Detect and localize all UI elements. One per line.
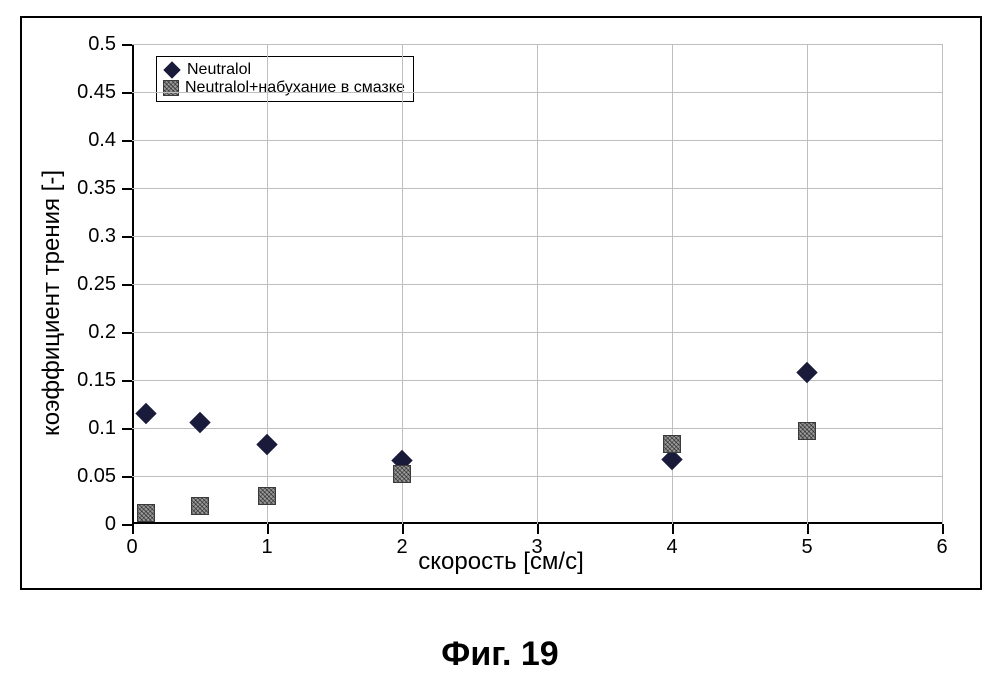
x-tick-label: 6 (936, 536, 947, 559)
marker-diamond (795, 361, 819, 390)
figure-caption: Фиг. 19 (441, 635, 558, 674)
x-tick-mark (942, 524, 944, 534)
y-axis-label: коэффициент трения [-] (38, 170, 66, 436)
y-tick-label: 0.35 (77, 177, 116, 200)
chart-frame: коэффициент трения [-] Neutralol Neutral… (20, 16, 982, 590)
y-tick-label: 0.15 (77, 369, 116, 392)
x-tick-label: 5 (801, 536, 812, 559)
marker-square-textured (798, 422, 816, 440)
y-tick-mark (122, 524, 132, 526)
y-tick-label: 0.25 (77, 273, 116, 296)
x-axis-label-text: скорость [см/с] (418, 548, 583, 575)
x-axis-label: скорость [см/с] (418, 548, 583, 576)
diamond-icon (163, 61, 181, 79)
marker-square-textured (191, 497, 209, 515)
y-tick-mark (122, 44, 132, 46)
y-tick-mark (122, 380, 132, 382)
marker-square-textured (137, 504, 155, 522)
plot-area: Neutralol Neutralol+набухание в смазке 0… (132, 44, 942, 524)
x-tick-label: 4 (666, 536, 677, 559)
y-tick-label: 0 (105, 513, 116, 536)
y-tick-mark (122, 188, 132, 190)
y-axis-label-text: коэффициент трения [-] (38, 170, 65, 436)
legend: Neutralol Neutralol+набухание в смазке (156, 56, 414, 102)
marker-square-textured (663, 435, 681, 453)
gridline-vertical (942, 44, 943, 524)
y-tick-mark (122, 284, 132, 286)
y-tick-label: 0.3 (88, 225, 116, 248)
y-tick-label: 0.5 (88, 33, 116, 56)
y-tick-mark (122, 236, 132, 238)
y-tick-label: 0.45 (77, 81, 116, 104)
x-tick-label: 0 (126, 536, 137, 559)
legend-item-neutralol-swollen: Neutralol+набухание в смазке (163, 79, 405, 97)
marker-square-textured (393, 465, 411, 483)
gridline-vertical (537, 44, 538, 524)
y-tick-mark (122, 92, 132, 94)
y-tick-mark (122, 140, 132, 142)
y-tick-mark (122, 476, 132, 478)
x-tick-mark (267, 524, 269, 534)
square-textured-icon (163, 80, 179, 96)
page: коэффициент трения [-] Neutralol Neutral… (0, 0, 1000, 688)
y-tick-mark (122, 332, 132, 334)
legend-item-neutralol: Neutralol (163, 61, 405, 79)
gridline-vertical (807, 44, 808, 524)
x-tick-label: 2 (396, 536, 407, 559)
y-tick-label: 0.1 (88, 417, 116, 440)
x-tick-mark (807, 524, 809, 534)
figure-caption-text: Фиг. 19 (441, 635, 558, 673)
marker-diamond (255, 433, 279, 462)
y-tick-label: 0.2 (88, 321, 116, 344)
marker-diamond (188, 411, 212, 440)
marker-square-textured (258, 487, 276, 505)
y-tick-label: 0.05 (77, 465, 116, 488)
y-tick-mark (122, 428, 132, 430)
x-tick-mark (402, 524, 404, 534)
x-tick-mark (537, 524, 539, 534)
y-tick-label: 0.4 (88, 129, 116, 152)
x-tick-mark (672, 524, 674, 534)
legend-label: Neutralol+набухание в смазке (185, 79, 405, 97)
x-tick-label: 1 (261, 536, 272, 559)
x-tick-mark (132, 524, 134, 534)
legend-label: Neutralol (187, 61, 251, 79)
marker-diamond (134, 402, 158, 431)
